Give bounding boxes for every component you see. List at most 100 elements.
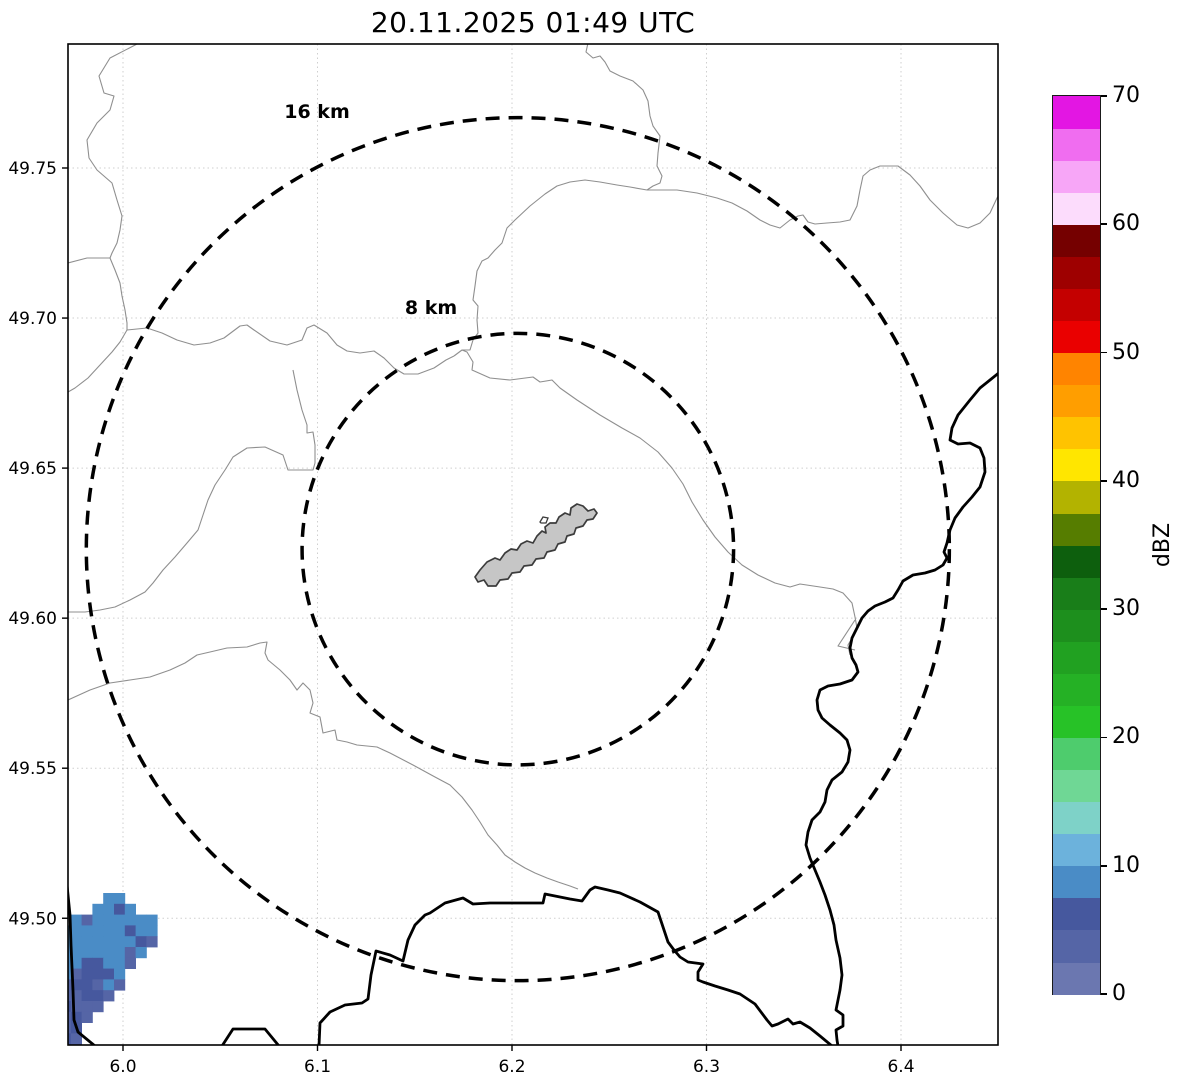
- echo-cell: [103, 957, 115, 969]
- admin-boundary-line: [126, 324, 455, 375]
- echo-cell: [92, 947, 104, 959]
- echo-cell: [81, 1011, 93, 1023]
- country-borders: [68, 371, 998, 1045]
- colorbar-segment: [1053, 192, 1100, 225]
- airport-outline: [474, 503, 598, 587]
- colorbar-tick-label: 70: [1112, 83, 1140, 108]
- admin-boundary-line: [68, 641, 579, 890]
- colorbar-segment: [1053, 96, 1100, 129]
- echo-cell: [70, 936, 82, 948]
- colorbar-tick-label: 30: [1112, 596, 1140, 622]
- colorbar-segment: [1053, 448, 1100, 482]
- echo-cell: [81, 914, 93, 926]
- echo-cell: [146, 925, 158, 937]
- echo-cell: [124, 957, 136, 969]
- echo-cell: [81, 957, 93, 969]
- echo-cell: [114, 957, 126, 969]
- colorbar-segment: [1053, 577, 1100, 610]
- colorbar-segment: [1053, 320, 1100, 354]
- echo-cell: [146, 914, 158, 926]
- echo-cell: [68, 1022, 72, 1034]
- echo-cell: [70, 957, 82, 969]
- y-tick-label: 49.70: [8, 309, 57, 329]
- echo-cell: [124, 936, 136, 948]
- colorbar-segment: [1053, 929, 1100, 963]
- colorbar: [1052, 95, 1101, 995]
- echo-cell: [70, 947, 82, 959]
- echo-cell: [114, 936, 126, 948]
- echo-cell: [81, 947, 93, 959]
- echo-cell: [114, 903, 126, 915]
- echo-cell: [70, 990, 82, 1002]
- colorbar-segment: [1053, 673, 1100, 706]
- colorbar-segment: [1053, 897, 1100, 931]
- echo-cell: [81, 936, 93, 948]
- x-tick-label: 6.4: [887, 1057, 914, 1077]
- echo-cell: [92, 914, 104, 926]
- echo-cell: [70, 1033, 82, 1045]
- colorbar-segment: [1053, 416, 1100, 450]
- colorbar-segment: [1053, 801, 1100, 835]
- admin-boundary-line: [86, 44, 139, 330]
- y-tick-label: 49.55: [8, 759, 57, 779]
- admin-boundary-line: [68, 369, 316, 613]
- colorbar-segment: [1053, 256, 1100, 289]
- colorbar-tick: [1101, 95, 1107, 97]
- echo-cell: [92, 936, 104, 948]
- x-tick-label: 6.3: [693, 1057, 720, 1077]
- colorbar-tick-label: 50: [1112, 339, 1140, 365]
- colorbar-tick-label: 0: [1112, 981, 1126, 1006]
- colorbar-segment: [1053, 545, 1100, 578]
- gridlines: [68, 44, 998, 1045]
- colorbar-segment: [1053, 833, 1100, 867]
- plot-title: 20.11.2025 01:49 UTC: [370, 6, 696, 39]
- echo-cell: [81, 968, 93, 980]
- echo-cell: [124, 903, 136, 915]
- echo-cell: [92, 957, 104, 969]
- colorbar-segment: [1053, 224, 1100, 257]
- colorbar-segment: [1053, 480, 1100, 514]
- colorbar-segment: [1053, 705, 1100, 738]
- echo-cell: [92, 990, 104, 1002]
- echo-cell: [92, 979, 104, 991]
- echo-cell: [92, 968, 104, 980]
- colorbar-tick: [1101, 736, 1107, 739]
- echo-cell: [68, 990, 72, 1002]
- echo-cell: [124, 947, 136, 959]
- echo-cell: [103, 936, 115, 948]
- x-tick-label: 6.2: [498, 1057, 525, 1077]
- airport-notch: [539, 516, 549, 524]
- x-tick-label: 6.1: [304, 1057, 331, 1077]
- echo-cell: [114, 893, 126, 905]
- admin-boundary-line: [462, 179, 648, 351]
- echo-cell: [92, 903, 104, 915]
- range-ring-8km: [300, 331, 736, 767]
- axis-ticks: [62, 167, 902, 1051]
- y-tick-label: 49.60: [8, 609, 57, 629]
- axis-tick-labels: 6.0 6.1 6.2 6.3 6.4 49.75 49.70 49.65 49.60 49.55…: [8, 159, 914, 1077]
- echo-cell: [114, 979, 126, 991]
- country-border-line: [68, 884, 96, 1045]
- echo-cell: [68, 957, 72, 969]
- colorbar-segment: [1053, 128, 1100, 161]
- echo-cell: [124, 914, 136, 926]
- axes-frame: [67, 43, 999, 1046]
- echo-cell: [81, 979, 93, 991]
- radar-echo: [68, 893, 158, 1045]
- country-border-line: [804, 371, 998, 1045]
- echo-cell: [81, 925, 93, 937]
- colorbar-axis-label: dBZ: [1150, 522, 1175, 568]
- echo-cell: [103, 903, 115, 915]
- colorbar-segment: [1053, 609, 1100, 642]
- y-tick-label: 49.50: [8, 909, 57, 929]
- colorbar-segment: [1053, 352, 1100, 386]
- admin-boundaries: [68, 44, 998, 890]
- echo-cell: [135, 925, 147, 937]
- colorbar-tick-label: 40: [1112, 467, 1140, 493]
- colorbar-tick-label: 20: [1112, 724, 1140, 750]
- echo-cell: [68, 1011, 72, 1023]
- colorbar-tick: [1101, 351, 1107, 354]
- admin-boundary-line: [68, 329, 128, 393]
